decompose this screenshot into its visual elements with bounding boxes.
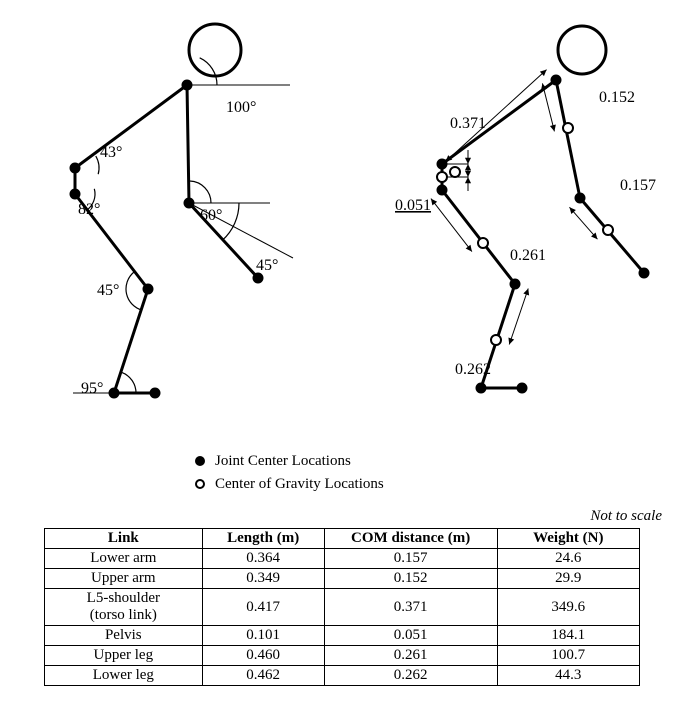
table-cell-value: 0.157 — [324, 549, 497, 569]
table-cell-link: Pelvis — [45, 626, 203, 646]
table-row: Upper arm0.3490.15229.9 — [45, 569, 640, 589]
svg-text:0.051: 0.051 — [395, 197, 431, 214]
legend-hollow-label: Center of Gravity Locations — [215, 473, 384, 496]
table-cell-value: 29.9 — [497, 569, 639, 589]
svg-text:100°: 100° — [226, 99, 256, 116]
not-to-scale-note: Not to scale — [590, 508, 662, 525]
table-cell-link: Upper arm — [45, 569, 203, 589]
table-body: Lower arm0.3640.15724.6Upper arm0.3490.1… — [45, 549, 640, 686]
table-cell-value: 0.462 — [202, 666, 324, 686]
svg-text:0.261: 0.261 — [510, 247, 546, 264]
table-col-header: Weight (N) — [497, 529, 639, 549]
table-row: Upper leg0.4600.261100.7 — [45, 646, 640, 666]
svg-text:43°: 43° — [100, 144, 122, 161]
legend-solid-dot-icon — [195, 456, 205, 466]
svg-text:60°: 60° — [200, 207, 222, 224]
table-cell-value: 24.6 — [497, 549, 639, 569]
link-properties-table: LinkLength (m)COM distance (m)Weight (N)… — [44, 528, 640, 686]
svg-text:0.152: 0.152 — [599, 89, 635, 106]
legend-row-joint: Joint Center Locations — [195, 450, 384, 473]
table-row: L5-shoulder(torso link)0.4170.371349.6 — [45, 589, 640, 626]
table-col-header: COM distance (m) — [324, 529, 497, 549]
svg-text:0.157: 0.157 — [620, 177, 656, 194]
table-cell-value: 100.7 — [497, 646, 639, 666]
table-cell-link: Lower arm — [45, 549, 203, 569]
table-cell-value: 0.371 — [324, 589, 497, 626]
table-cell-value: 0.417 — [202, 589, 324, 626]
table-cell-value: 184.1 — [497, 626, 639, 646]
table-cell-link: Lower leg — [45, 666, 203, 686]
figure-area: 100° 43° 82° 45° 95° 60° 45° 0.371 0.152 0.051 0.1… — [0, 0, 682, 420]
legend-hollow-dot-icon — [195, 479, 205, 489]
table-row: Lower arm0.3640.15724.6 — [45, 549, 640, 569]
table-row: Lower leg0.4620.26244.3 — [45, 666, 640, 686]
table-header-row: LinkLength (m)COM distance (m)Weight (N) — [45, 529, 640, 549]
table-cell-value: 0.152 — [324, 569, 497, 589]
svg-text:45°: 45° — [256, 257, 278, 274]
table-cell-value: 0.261 — [324, 646, 497, 666]
table-cell-value: 0.364 — [202, 549, 324, 569]
biomechanics-diagram: 100° 43° 82° 45° 95° 60° 45° 0.371 0.152 0.051 0.1… — [0, 0, 682, 420]
svg-text:0.371: 0.371 — [450, 115, 486, 132]
table-row: Pelvis0.1010.051184.1 — [45, 626, 640, 646]
table-cell-value: 349.6 — [497, 589, 639, 626]
legend: Joint Center Locations Center of Gravity… — [195, 450, 384, 495]
table-cell-link: L5-shoulder(torso link) — [45, 589, 203, 626]
table-col-header: Link — [45, 529, 203, 549]
table-cell-value: 0.101 — [202, 626, 324, 646]
table-cell-value: 44.3 — [497, 666, 639, 686]
svg-text:45°: 45° — [97, 282, 119, 299]
table-cell-value: 0.349 — [202, 569, 324, 589]
svg-text:0.262: 0.262 — [455, 361, 491, 378]
table-cell-link: Upper leg — [45, 646, 203, 666]
legend-solid-label: Joint Center Locations — [215, 450, 351, 473]
svg-text:82°: 82° — [78, 201, 100, 218]
table-cell-value: 0.051 — [324, 626, 497, 646]
svg-text:95°: 95° — [81, 380, 103, 397]
table-cell-value: 0.262 — [324, 666, 497, 686]
legend-row-cog: Center of Gravity Locations — [195, 473, 384, 496]
table-cell-value: 0.460 — [202, 646, 324, 666]
table-col-header: Length (m) — [202, 529, 324, 549]
